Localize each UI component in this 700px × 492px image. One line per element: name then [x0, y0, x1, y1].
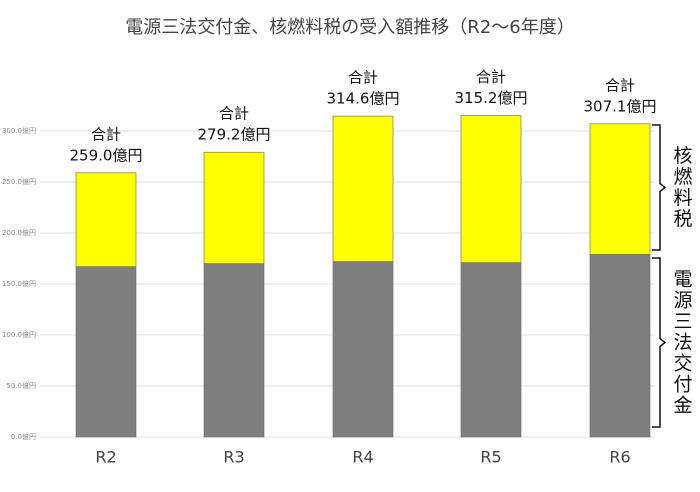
total-caption: 合計	[605, 76, 635, 94]
y-tick-label: 300.0億円	[2, 126, 36, 135]
x-tick-label: R4	[352, 448, 373, 467]
y-tick-label: 100.0億円	[2, 330, 36, 339]
legend-bracket	[652, 257, 667, 428]
total-caption: 合計	[476, 68, 506, 86]
bar-segment	[460, 115, 522, 263]
total-caption: 合計	[91, 125, 121, 143]
bar-segment	[203, 151, 265, 264]
legend-bracket	[652, 124, 667, 251]
total-label: 314.6億円	[327, 90, 400, 108]
bar-segment	[460, 262, 522, 438]
x-tick-label: R3	[223, 448, 244, 467]
bar-segment	[589, 254, 651, 438]
bar-segment	[332, 115, 394, 262]
bar-segment	[589, 123, 651, 255]
total-label: 279.2億円	[198, 126, 271, 144]
chart-title: 電源三法交付金、核燃料税の受入額推移（R2～6年度）	[125, 17, 574, 38]
y-tick-label: 150.0億円	[2, 279, 36, 288]
y-tick-label: 250.0億円	[2, 177, 36, 186]
total-label: 315.2億円	[455, 89, 528, 107]
x-tick-label: R2	[95, 448, 116, 467]
x-tick-label: R6	[609, 448, 630, 467]
x-tick-label: R5	[480, 448, 501, 467]
y-tick-label: 50.0億円	[6, 381, 36, 390]
bar-segment	[75, 172, 137, 267]
bar-segment	[203, 263, 265, 438]
legend-label: 電源三法交付金	[671, 269, 693, 416]
legend-label: 核燃料税	[671, 145, 693, 229]
total-label: 259.0億円	[70, 146, 143, 164]
bar-segment	[332, 261, 394, 438]
bar-segment	[75, 266, 137, 438]
y-tick-label: 0.0億円	[11, 432, 36, 441]
total-caption: 合計	[219, 105, 249, 123]
total-caption: 合計	[348, 69, 378, 87]
total-label: 307.1億円	[584, 97, 657, 115]
y-tick-label: 200.0億円	[2, 228, 36, 237]
